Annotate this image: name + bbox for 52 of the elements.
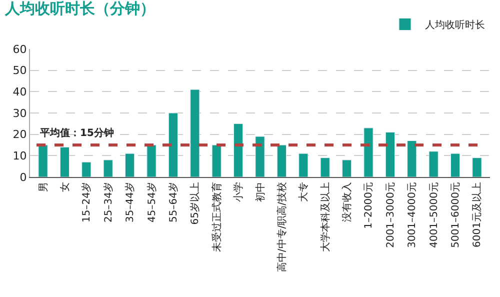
x-tick-label: 5001–6000元 [450, 182, 462, 248]
x-tick-label: 小学 [232, 182, 245, 202]
x-tick-label: 1–2000元 [364, 182, 375, 229]
x-tick-label: 大专 [298, 182, 310, 202]
bar [60, 146, 70, 177]
y-tick-label: 0 [20, 170, 27, 184]
x-tick-label: 6001元及以上 [471, 182, 484, 248]
x-tick-label: 35–44岁 [124, 182, 136, 222]
x-tick-label: 女 [58, 182, 71, 192]
bar [212, 144, 222, 177]
y-tick-label: 30 [12, 106, 27, 120]
bar [82, 162, 92, 177]
x-tick-label: 3001–4000元 [407, 182, 418, 248]
x-tick-label: 55–64岁 [167, 182, 180, 222]
y-tick-label: 50 [12, 64, 27, 78]
y-tick-label: 10 [12, 150, 27, 163]
bar [103, 160, 113, 177]
bar [168, 112, 178, 177]
bar [125, 153, 135, 177]
bar [364, 128, 374, 177]
y-tick-label: 20 [12, 128, 27, 142]
x-tick-label: 没有收入 [341, 182, 354, 222]
bar [450, 153, 460, 177]
x-tick-label: 高中/中专/职高/技校 [276, 182, 288, 272]
x-tick-label: 25–34岁 [102, 182, 114, 222]
bar [38, 144, 48, 177]
bar [385, 132, 395, 177]
chart-title: 人均收听时长（分钟） [4, 0, 155, 18]
x-tick-label: 初中 [254, 182, 266, 202]
bar [342, 160, 352, 177]
bar [428, 151, 438, 177]
x-tick-label: 4001–5000元 [428, 182, 440, 248]
bar [234, 123, 244, 177]
y-tick-label: 40 [12, 86, 27, 99]
x-tick-label: 45–54岁 [146, 182, 158, 222]
y-tick-label: 60 [12, 42, 27, 56]
x-tick-label: 未受过正式教育 [210, 182, 223, 252]
bar [298, 153, 308, 177]
legend-label: 人均收听时长 [425, 19, 485, 32]
bar [472, 158, 482, 177]
x-tick-label: 65岁以上 [189, 182, 202, 225]
ref-line-label: 平均值：15分钟 [39, 127, 114, 139]
bar [407, 140, 417, 177]
bar [146, 144, 156, 177]
x-tick-label: 男 [38, 182, 50, 192]
bar [320, 158, 330, 177]
bar [276, 144, 286, 177]
bar [190, 89, 200, 177]
x-tick-label: 大学本科及以上 [319, 182, 332, 252]
x-tick-label: 2001–3000元 [385, 182, 396, 248]
bar [255, 136, 265, 177]
x-tick-label: 15–24岁 [80, 182, 93, 222]
